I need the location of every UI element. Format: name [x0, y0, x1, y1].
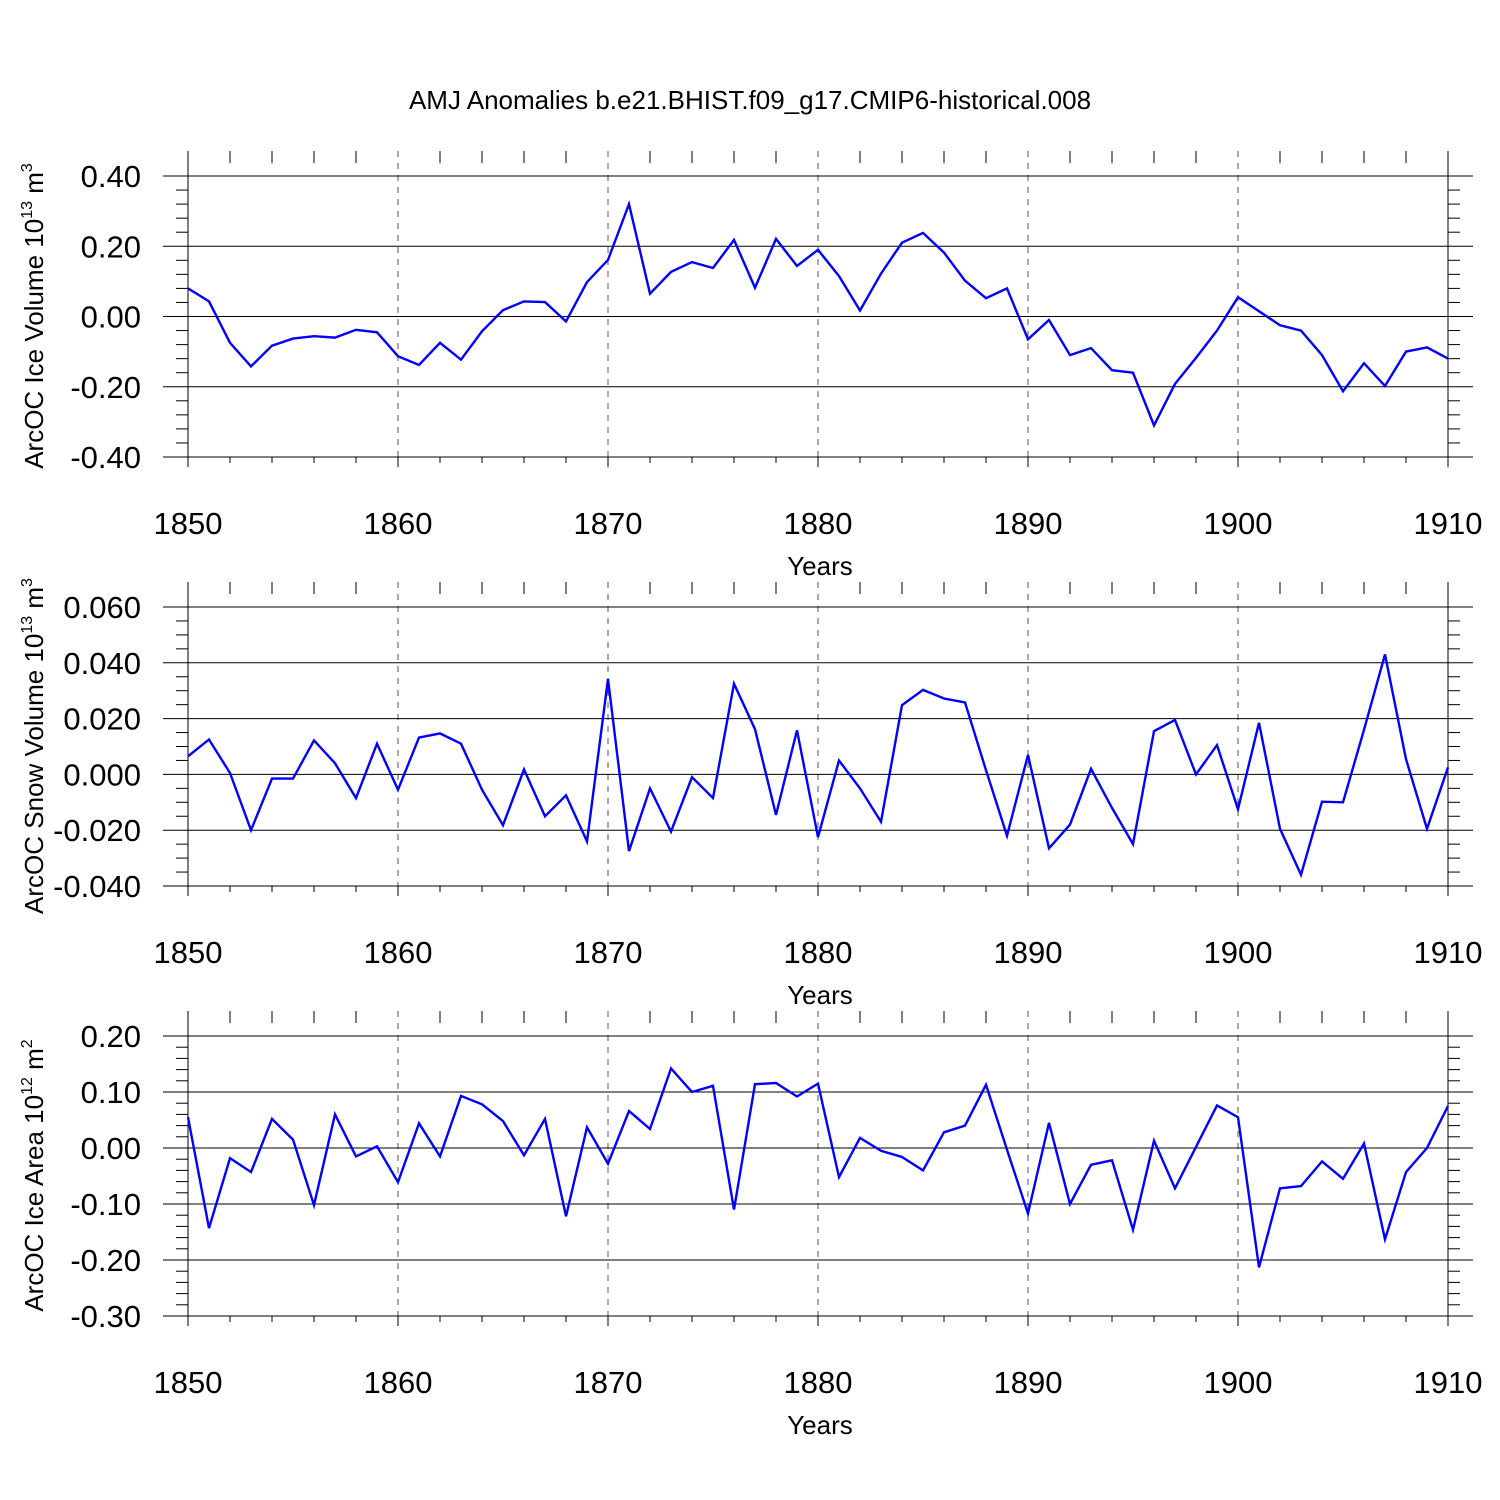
x-tick-label: 1870	[574, 1365, 643, 1400]
y-tick-label: 0.10	[81, 1075, 141, 1110]
y-axis-label-exponent: 12	[19, 1077, 36, 1095]
y-axis-label-exponent: 3	[19, 578, 36, 587]
y-tick-label: -0.40	[70, 440, 141, 475]
x-tick-label: 1850	[154, 506, 223, 541]
x-tick-label: 1880	[784, 1365, 853, 1400]
x-tick-label: 1880	[784, 506, 853, 541]
x-tick-label: 1900	[1204, 1365, 1273, 1400]
x-axis-label: Years	[787, 980, 853, 1010]
data-series-line	[187, 199, 1449, 429]
y-axis-label-exponent: 13	[19, 201, 36, 219]
panel-1: 0.40 0.20 0.00 -0.20 -0.40 1850 1860 1870 1880 18…	[19, 151, 1482, 581]
y-axis-label-exponent: 2	[19, 1039, 36, 1048]
y-axis-label-text: m	[19, 587, 49, 616]
y-tick-label: 0.20	[81, 1019, 141, 1054]
y-tick-label: -0.040	[53, 869, 141, 904]
x-tick-label: 1890	[994, 506, 1063, 541]
y-tick-label: 0.040	[63, 646, 141, 681]
data-series-line	[187, 654, 1450, 879]
x-tick-label: 1910	[1414, 506, 1483, 541]
y-tick-label: 0.020	[63, 702, 141, 737]
x-tick-label: 1910	[1414, 1365, 1483, 1400]
y-axis-label-exponent: 3	[19, 163, 36, 172]
x-tick-label: 1910	[1414, 935, 1483, 970]
y-tick-label: -0.20	[70, 1243, 141, 1278]
y-axis-label-text: m	[19, 1048, 49, 1077]
chart-title: AMJ Anomalies b.e21.BHIST.f09_g17.CMIP6-…	[409, 85, 1091, 115]
y-axis-label: ArcOC Snow Volume 1013 m3	[19, 578, 49, 914]
x-tick-label: 1900	[1204, 506, 1273, 541]
y-tick-label: -0.20	[70, 370, 141, 405]
x-axis-label: Years	[787, 551, 853, 581]
y-tick-label: -0.020	[53, 813, 141, 848]
y-axis-label: ArcOC Ice Area 1012 m2	[19, 1039, 49, 1311]
y-axis-label-text: ArcOC Snow Volume 10	[19, 634, 49, 914]
x-tick-label: 1850	[154, 935, 223, 970]
y-axis-label-exponent: 13	[19, 616, 36, 634]
x-tick-label: 1880	[784, 935, 853, 970]
data-series-line	[186, 1066, 1450, 1268]
x-tick-label: 1870	[574, 506, 643, 541]
panel-3: 0.20 0.10 0.00 -0.10 -0.20 -0.30 1850 1860 1870 1…	[19, 1011, 1482, 1440]
y-tick-label: 0.060	[63, 590, 141, 625]
y-tick-label: 0.40	[81, 159, 141, 194]
y-axis-label-text: ArcOC Ice Volume 10	[19, 219, 49, 469]
y-axis-label: ArcOC Ice Volume 1013 m3	[19, 163, 49, 469]
x-tick-label: 1890	[994, 935, 1063, 970]
x-axis-label: Years	[787, 1410, 853, 1440]
y-tick-label: -0.30	[70, 1299, 141, 1334]
x-tick-label: 1860	[364, 506, 433, 541]
y-axis-label-text: ArcOC Ice Area 10	[19, 1095, 49, 1312]
x-tick-label: 1900	[1204, 935, 1273, 970]
panel-2: 0.060 0.040 0.020 0.000 -0.020 -0.040 1850 1860…	[19, 578, 1482, 1010]
y-tick-label: 0.000	[63, 757, 141, 792]
y-tick-label: 0.00	[81, 300, 141, 335]
y-axis-label-text: m	[19, 172, 49, 201]
x-tick-label: 1860	[364, 1365, 433, 1400]
y-tick-label: 0.00	[81, 1131, 141, 1166]
x-tick-label: 1860	[364, 935, 433, 970]
y-tick-label: 0.20	[81, 229, 141, 264]
x-tick-label: 1870	[574, 935, 643, 970]
y-tick-label: -0.10	[70, 1187, 141, 1222]
x-tick-label: 1850	[154, 1365, 223, 1400]
x-tick-label: 1890	[994, 1365, 1063, 1400]
